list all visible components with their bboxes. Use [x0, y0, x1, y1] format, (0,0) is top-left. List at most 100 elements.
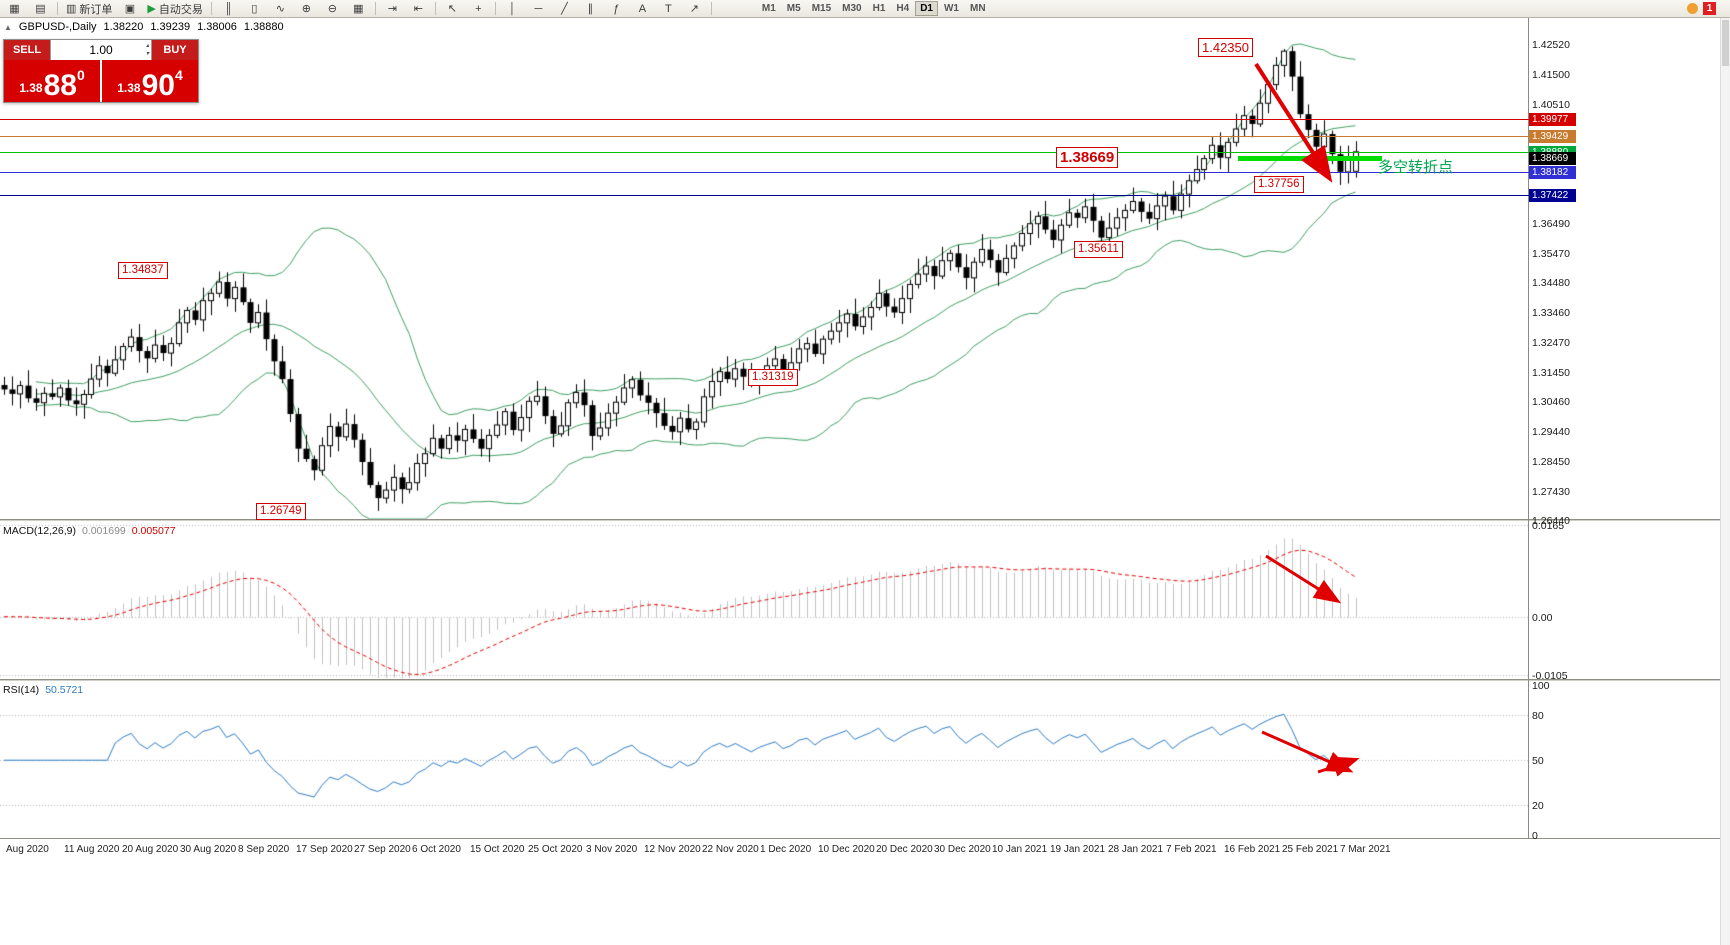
price-axis-tick: 1.40510: [1532, 98, 1570, 111]
price-axis-tag: 1.38182: [1529, 166, 1576, 180]
pane-separator[interactable]: [0, 838, 1730, 839]
timeframe-m30-button[interactable]: M30: [842, 3, 862, 14]
date-axis-label: 25 Feb 2021: [1282, 844, 1339, 855]
toolbar-label-button[interactable]: T: [656, 0, 681, 18]
horizontal-level-line[interactable]: [0, 152, 1529, 153]
label-icon: T: [665, 2, 672, 15]
date-axis-label: 17 Sep 2020: [296, 844, 353, 855]
sell-price-prefix: 1.38: [19, 81, 43, 95]
toolbar-cursor-button[interactable]: ↖: [440, 0, 465, 18]
price-axis-tick: 1.31450: [1532, 366, 1570, 379]
candlestick-chart-icon: ▯: [251, 2, 258, 15]
toolbar-auto-scroll-button[interactable]: ⇥: [380, 0, 405, 18]
timeframe-m15-button[interactable]: M15: [811, 3, 832, 14]
price-label-annotation[interactable]: 1.34837: [118, 262, 168, 279]
date-axis-label: 20 Dec 2020: [876, 844, 933, 855]
line-chart-icon: ∿: [275, 2, 285, 15]
toolbar-vertical-line-button[interactable]: │: [500, 0, 525, 18]
rsi-axis-label: 80: [1532, 710, 1544, 723]
toolbar-chart-shift-button[interactable]: ⇤: [406, 0, 431, 18]
toolbar-separator: [210, 2, 212, 15]
notification-badge[interactable]: 1: [1703, 2, 1716, 15]
ohlc-close-value: 1.38880: [243, 21, 284, 33]
symbol-ohlc-line: ▲ GBPUSD-,Daily 1.38220 1.39239 1.38006 …: [4, 21, 284, 33]
toolbar-channel-button[interactable]: ∥: [578, 0, 603, 18]
price-label-annotation[interactable]: 1.35611: [1074, 241, 1123, 258]
toolbar-crosshair-button[interactable]: +: [466, 0, 491, 18]
toolbar-line-chart-button[interactable]: ∿: [268, 0, 293, 18]
toolbar-chart-window-button[interactable]: ▤: [28, 0, 53, 18]
timeframe-m5-button[interactable]: M5: [786, 3, 801, 14]
new-order-icon: ▥: [66, 2, 77, 15]
timeframe-h4-button[interactable]: H4: [896, 3, 910, 14]
charts-list-icon: ▣: [124, 2, 136, 15]
price-label-annotation[interactable]: 1.31319: [748, 369, 798, 386]
toolbar-new-chart-button[interactable]: ▦: [2, 0, 27, 18]
stepper-up-icon[interactable]: ▴: [145, 43, 149, 49]
horizontal-level-line[interactable]: [0, 172, 1529, 173]
price-axis-tick: 1.26440: [1532, 515, 1570, 527]
volume-input[interactable]: 1.00 ▴ ▾: [50, 40, 152, 60]
buy-button[interactable]: BUY: [152, 40, 198, 60]
toolbar-autotrading-button[interactable]: ▶ 自动交易: [143, 0, 206, 18]
toolbar-new-order-button[interactable]: ▥ 新订单: [62, 0, 116, 18]
vertical-scrollbar[interactable]: [1720, 18, 1730, 945]
price-axis-tick: 1.33460: [1532, 307, 1570, 320]
toolbar-arrows-button[interactable]: ↗: [682, 0, 707, 18]
date-axis-label: 6 Oct 2020: [412, 844, 461, 855]
volume-value: 1.00: [89, 43, 113, 57]
ohlc-open-value: 1.38220: [103, 21, 144, 33]
timeframe-h1-button[interactable]: H1: [872, 3, 886, 14]
stepper-down-icon[interactable]: ▾: [145, 51, 149, 57]
pane-separator[interactable]: [0, 519, 1730, 521]
date-axis-label: Aug 2020: [6, 844, 49, 855]
toolbar-tile-windows-button[interactable]: ▦: [346, 0, 371, 18]
toolbar-zoom-in-button[interactable]: ⊕: [294, 0, 319, 18]
volume-stepper[interactable]: ▴ ▾: [146, 42, 149, 58]
timeframe-d1-button[interactable]: D1: [915, 1, 938, 16]
date-axis-label: 7 Feb 2021: [1166, 844, 1217, 855]
toolbar-trendline-button[interactable]: ╱: [552, 0, 577, 18]
toolbar-candlestick-chart-button[interactable]: ▯: [242, 0, 267, 18]
toolbar-horizontal-line-button[interactable]: ─: [526, 0, 551, 18]
autotrading-icon: ▶: [147, 2, 156, 15]
price-axis-tick: 1.32470: [1532, 336, 1570, 349]
toolbar-fibonacci-button[interactable]: ƒ: [604, 0, 629, 18]
date-axis-label: 11 Aug 2020: [64, 844, 120, 855]
channel-icon: ∥: [587, 2, 594, 15]
scrollbar-thumb[interactable]: [1722, 20, 1729, 66]
price-label-annotation[interactable]: 1.38669: [1056, 147, 1119, 168]
timeframe-w1-button[interactable]: W1: [943, 3, 959, 14]
macd-signal-value: 0.005077: [131, 525, 176, 537]
toolbar-zoom-out-button[interactable]: ⊖: [320, 0, 345, 18]
macd-axis-label: 0.0165: [1532, 519, 1565, 532]
price-label-annotation[interactable]: 1.42350: [1198, 38, 1253, 57]
toolbar-separator: [57, 2, 58, 15]
pane-separator[interactable]: [0, 679, 1730, 681]
text-annotation[interactable]: 多空转折点: [1378, 159, 1454, 176]
ohlc-high-value: 1.39239: [150, 21, 191, 33]
timeframe-m1-button[interactable]: M1: [761, 3, 776, 14]
date-axis-label: 1 Dec 2020: [760, 844, 812, 855]
toolbar-charts-list-button[interactable]: ▣: [117, 0, 142, 18]
horizontal-level-line[interactable]: [0, 136, 1529, 137]
toolbar-text-button[interactable]: A: [630, 0, 655, 18]
sell-button[interactable]: SELL: [4, 40, 50, 60]
price-axis-tag: 1.39429: [1529, 129, 1576, 143]
sell-price-big-digits: 88: [43, 69, 77, 102]
price-axis-tick: 1.34480: [1532, 277, 1570, 290]
horizontal-level-line[interactable]: [0, 119, 1529, 120]
buy-price-big-digits: 90: [141, 69, 175, 102]
price-label-annotation[interactable]: 1.37756: [1254, 176, 1304, 193]
timeframe-mn-button[interactable]: MN: [969, 3, 986, 14]
toolbar-separator: [710, 2, 712, 15]
sell-price-button[interactable]: 1.38 88 0: [4, 60, 100, 102]
price-label-annotation[interactable]: 1.26749: [256, 503, 306, 520]
date-axis-label: 7 Mar 2021: [1340, 844, 1391, 855]
toolbar-bar-chart-button[interactable]: ║: [216, 0, 241, 18]
support-level-segment[interactable]: [1238, 156, 1382, 161]
horizontal-level-line[interactable]: [0, 195, 1529, 196]
ohlc-low-value: 1.38006: [197, 21, 237, 33]
buy-price-button[interactable]: 1.38 90 4: [100, 60, 198, 102]
